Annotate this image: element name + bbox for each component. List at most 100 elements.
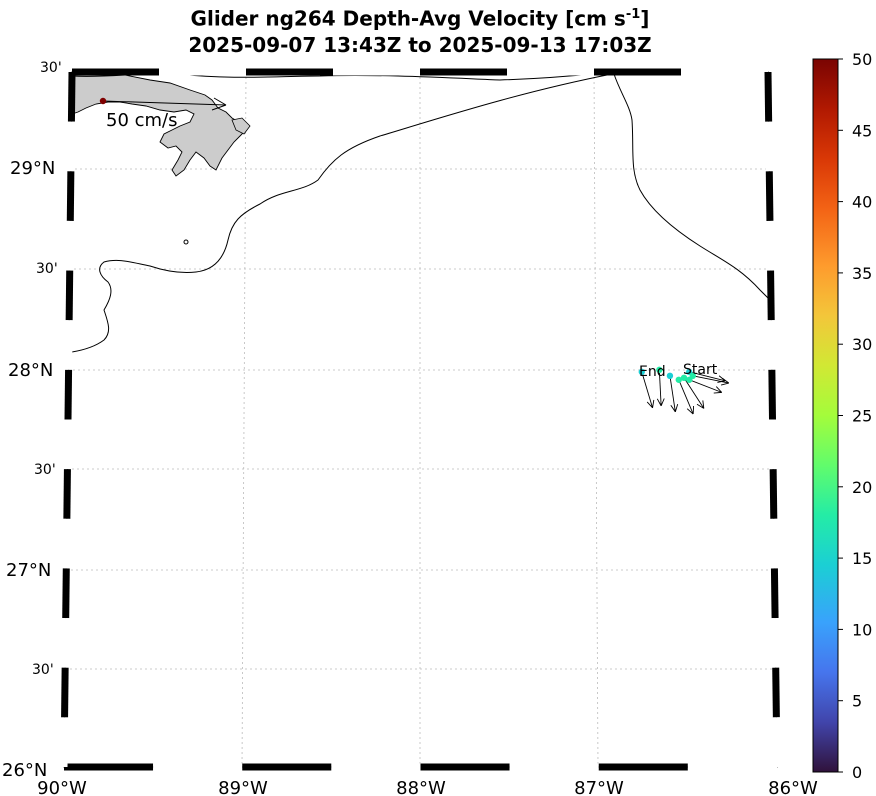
velocity-vector-head — [686, 408, 694, 415]
velocity-vector — [692, 375, 729, 384]
meridian-87 — [593, 71, 599, 768]
lon-label-86: 86°W — [768, 778, 818, 796]
isobath-east — [613, 73, 773, 303]
glider-position-dot — [666, 372, 674, 380]
lat-label-26-5: 30' — [32, 662, 54, 678]
colorbar-tick-label: 25 — [852, 407, 872, 426]
isobath-west — [71, 73, 613, 353]
frame-left-segment — [65, 320, 73, 370]
velocity-vector-head — [720, 382, 729, 386]
velocity-vector — [641, 371, 653, 408]
velocity-vector-head — [652, 399, 655, 408]
frame-left-segment — [66, 220, 74, 271]
frame-left-segment — [66, 171, 75, 221]
frame-left-segment — [61, 667, 69, 718]
glider-position-dot — [638, 368, 645, 376]
title-line-1: Glider ng264 Depth-Avg Velocity [cm s-1] — [190, 6, 650, 31]
colorbar-tick-label: 20 — [852, 478, 872, 497]
lat-label-28: 28°N — [8, 360, 53, 381]
frame-right-segment — [769, 419, 777, 470]
velocity-vector-head — [660, 398, 665, 407]
frame-right-segment — [770, 568, 779, 619]
colorbar-tick-label: 15 — [852, 549, 872, 568]
colorbar-tick-label: 30 — [852, 335, 872, 354]
velocity-vector-head — [713, 391, 722, 394]
velocity-vector-head — [715, 386, 723, 393]
velocity-vector — [658, 369, 662, 406]
colorbar-tick-label: 5 — [852, 692, 862, 711]
frame-right-segment — [772, 667, 780, 718]
colorbar-tick-label: 0 — [852, 763, 862, 782]
title-line-2: 2025-09-07 13:43Z to 2025-09-13 17:03Z — [188, 32, 652, 57]
frame-right-segment — [770, 518, 778, 569]
velocity-vector-head — [674, 404, 679, 412]
lon-label-89: 89°W — [218, 778, 268, 796]
velocity-vector — [683, 377, 705, 409]
land-fragment — [231, 117, 251, 135]
scale-arrow-label: 50 cm/s — [106, 110, 178, 131]
lon-label-87: 87°W — [574, 778, 624, 796]
glider-position-dot — [656, 366, 663, 374]
velocity-vector — [678, 379, 694, 415]
glider-position-dot — [675, 376, 682, 383]
velocity-vector-head — [646, 401, 653, 409]
colorbar-tick-label: 50 — [852, 50, 872, 69]
frame-left-segment — [65, 270, 74, 321]
frame-right-segment — [766, 220, 775, 271]
scale-arrow-head-2 — [211, 104, 227, 111]
frame-right-segment — [768, 369, 776, 420]
colorbar-tick-label: 45 — [852, 121, 872, 140]
velocity-vectors — [641, 369, 730, 415]
frame-right-segment — [765, 121, 773, 172]
lon-label-88: 88°W — [396, 778, 446, 796]
velocity-vector-head — [696, 403, 705, 409]
frame-left-segment — [60, 717, 69, 768]
scale-arrow-origin — [99, 97, 107, 105]
frame-right-segment — [771, 618, 780, 668]
islet — [183, 239, 189, 245]
lat-label-26: 26°N — [2, 760, 47, 781]
colorbar-gradient — [812, 58, 839, 773]
lat-label-29-5: 30' — [40, 60, 62, 76]
frame-right-segment — [769, 469, 778, 519]
velocity-vector-head — [722, 377, 730, 384]
velocity-vector — [689, 371, 726, 382]
frame-left-segment — [63, 419, 72, 470]
lat-label-28-5: 30' — [36, 261, 58, 277]
velocity-vector — [669, 375, 676, 412]
map-title: Glider ng264 Depth-Avg Velocity [cm s-1]… — [0, 2, 840, 58]
colorbar-tick-label: 10 — [852, 620, 872, 639]
colorbar: 0 5 10 15 20 25 30 35 40 45 50 — [812, 50, 872, 782]
frame-right-segment — [767, 270, 775, 321]
map-background — [64, 72, 777, 767]
lat-label-29: 29°N — [10, 158, 55, 179]
meridian-89 — [241, 71, 247, 768]
frame-left-segment — [62, 518, 71, 569]
glider-positions — [638, 366, 696, 383]
track-start-label: Start — [683, 362, 718, 378]
velocity-vector-head — [656, 398, 662, 407]
track-end-label: End — [639, 364, 666, 380]
scale-arrow-line — [102, 100, 227, 106]
colorbar-ticks: 0 5 10 15 20 25 30 35 40 45 50 — [838, 50, 872, 782]
colorbar-tick-label: 40 — [852, 193, 872, 212]
frame-right-segment — [764, 71, 773, 122]
glider-position-dot — [686, 376, 693, 383]
frame-left-segment — [67, 121, 75, 172]
scale-arrow-head-1 — [213, 97, 227, 106]
map-frame — [60, 68, 781, 771]
frame-right-segment — [767, 320, 776, 370]
frame-right-segment — [772, 717, 781, 768]
lon-label-90: 90°W — [37, 778, 87, 796]
frame-left-segment — [64, 369, 73, 420]
lat-label-27-5: 30' — [34, 462, 56, 478]
frame-left-segment — [63, 469, 71, 519]
frame-left-segment — [67, 71, 76, 122]
velocity-vector — [689, 379, 722, 393]
colorbar-tick-label: 35 — [852, 264, 872, 283]
lat-label-27: 27°N — [6, 560, 51, 581]
glider-position-dot — [680, 374, 688, 381]
frame-left-segment — [62, 568, 70, 619]
land-mississippi-delta — [71, 73, 247, 177]
